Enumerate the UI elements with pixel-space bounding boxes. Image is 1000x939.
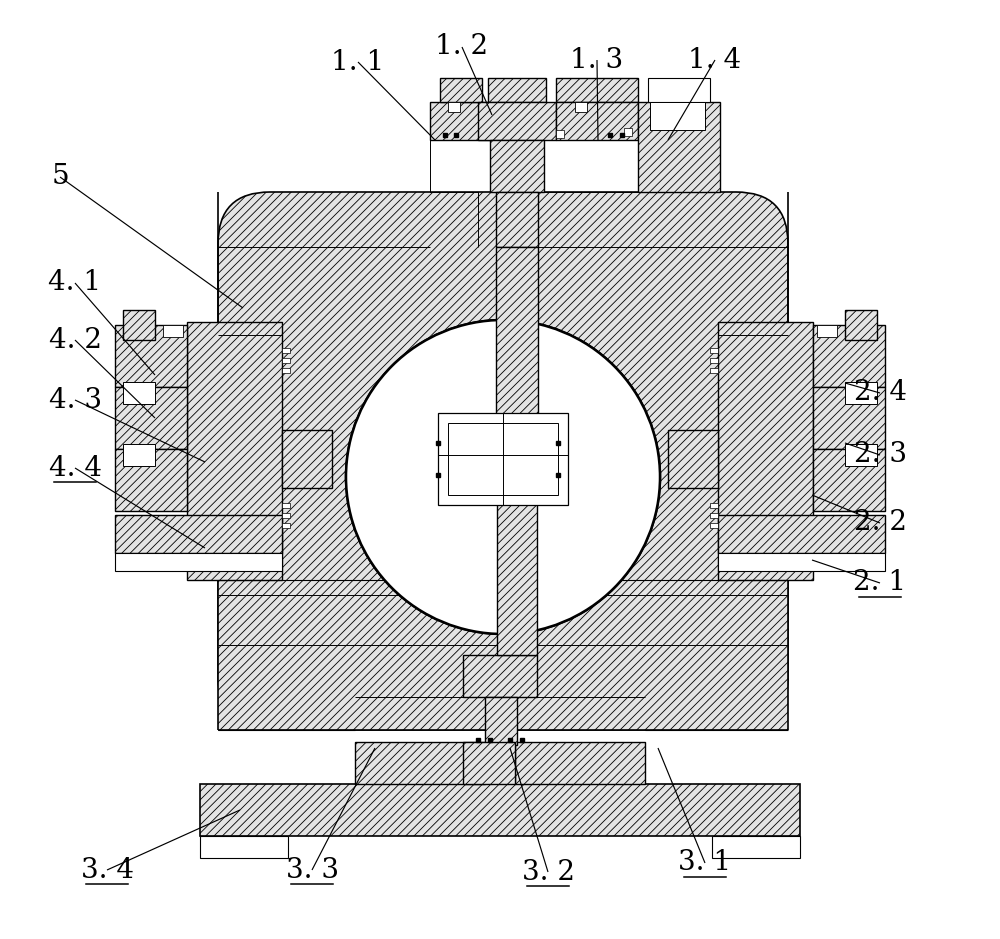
Bar xyxy=(440,78,482,102)
Bar xyxy=(718,322,813,580)
Bar xyxy=(556,102,638,140)
Bar xyxy=(282,523,290,528)
Bar xyxy=(187,322,282,580)
Text: 2. 4: 2. 4 xyxy=(854,379,906,407)
Bar xyxy=(200,836,288,858)
Bar xyxy=(438,413,568,505)
Text: 2. 2: 2. 2 xyxy=(854,510,906,536)
Bar xyxy=(123,444,155,466)
Text: 3. 4: 3. 4 xyxy=(81,856,134,884)
Bar xyxy=(282,348,290,353)
Bar xyxy=(648,78,710,102)
Circle shape xyxy=(346,320,660,634)
Bar xyxy=(650,102,705,130)
Bar xyxy=(710,513,718,518)
Text: 3. 1: 3. 1 xyxy=(678,850,732,876)
Bar xyxy=(668,430,718,488)
Bar xyxy=(496,192,538,247)
Bar xyxy=(488,78,546,102)
Bar xyxy=(123,382,155,404)
Bar xyxy=(556,130,564,138)
Bar xyxy=(282,430,332,488)
FancyBboxPatch shape xyxy=(218,192,788,730)
Bar xyxy=(718,515,885,553)
Bar xyxy=(478,102,556,140)
Bar xyxy=(115,449,187,511)
Bar xyxy=(845,382,877,404)
Bar xyxy=(515,742,645,784)
Bar xyxy=(115,325,187,387)
Bar xyxy=(710,348,718,353)
Bar xyxy=(355,742,485,784)
Bar xyxy=(712,836,800,858)
Bar xyxy=(115,387,187,449)
Bar xyxy=(200,784,800,836)
Text: 1. 2: 1. 2 xyxy=(435,34,489,60)
Bar xyxy=(813,449,885,511)
Bar xyxy=(556,78,638,102)
Bar xyxy=(282,503,290,508)
Bar xyxy=(710,503,718,508)
Text: 4. 3: 4. 3 xyxy=(49,387,102,413)
Text: 4. 1: 4. 1 xyxy=(48,269,102,297)
Bar xyxy=(123,310,155,340)
Bar xyxy=(624,128,632,136)
Bar xyxy=(813,387,885,449)
Text: 2. 1: 2. 1 xyxy=(853,569,907,596)
Bar xyxy=(575,102,587,112)
Bar xyxy=(496,247,538,477)
Circle shape xyxy=(346,320,660,634)
Bar xyxy=(282,358,290,363)
Text: 4. 4: 4. 4 xyxy=(49,454,102,482)
Bar xyxy=(282,513,290,518)
Bar xyxy=(817,325,837,337)
Bar xyxy=(638,102,720,192)
Bar xyxy=(813,325,885,387)
Text: 2. 3: 2. 3 xyxy=(854,441,906,469)
Bar xyxy=(448,102,460,112)
Text: 3. 2: 3. 2 xyxy=(522,858,574,885)
Bar xyxy=(218,460,788,730)
Bar xyxy=(485,697,517,745)
Bar xyxy=(718,553,885,571)
Text: 1. 3: 1. 3 xyxy=(570,47,624,73)
Bar xyxy=(163,325,183,337)
Text: 1. 1: 1. 1 xyxy=(331,49,385,75)
Bar xyxy=(448,423,558,495)
Bar xyxy=(845,310,877,340)
Bar xyxy=(282,368,290,373)
Bar xyxy=(710,358,718,363)
Text: 1. 4: 1. 4 xyxy=(688,47,742,73)
Bar xyxy=(497,477,537,655)
Bar xyxy=(115,515,282,553)
Bar xyxy=(115,553,282,571)
Bar xyxy=(845,444,877,466)
Text: 5: 5 xyxy=(51,163,69,191)
Bar xyxy=(463,655,537,697)
Bar xyxy=(710,523,718,528)
Bar xyxy=(710,368,718,373)
Text: 4. 2: 4. 2 xyxy=(49,327,102,353)
Bar xyxy=(463,742,515,784)
Text: 3. 3: 3. 3 xyxy=(286,856,339,884)
Bar xyxy=(490,140,544,192)
Bar xyxy=(430,102,492,140)
